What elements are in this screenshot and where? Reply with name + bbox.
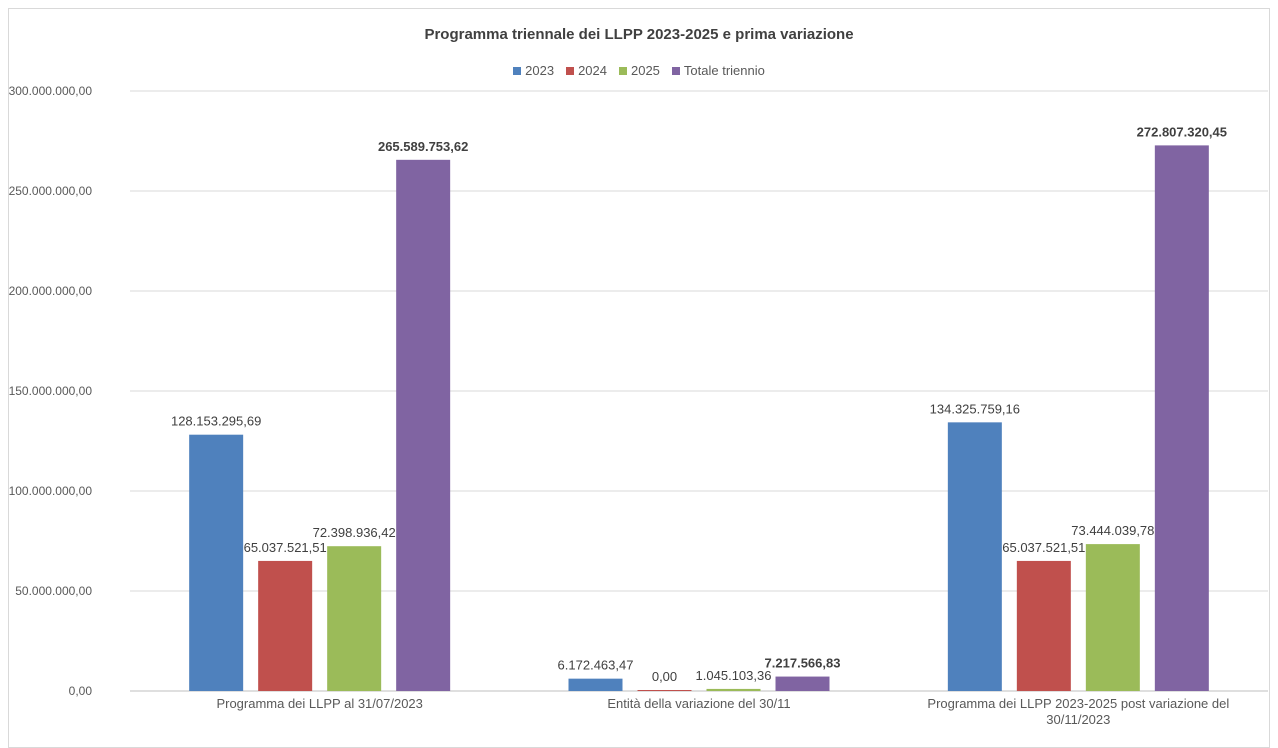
bar-2-3	[1154, 145, 1209, 691]
x-tick-label-2: Programma dei LLPP 2023-2025 post variaz…	[927, 696, 1229, 727]
bar-1-0	[568, 678, 623, 691]
legend-swatch-2	[618, 66, 627, 75]
y-tick-label-3: 150.000.000,00	[9, 384, 93, 398]
bar-2-2	[1085, 544, 1140, 691]
chart-title: Programma triennale dei LLPP 2023-2025 e…	[424, 26, 854, 43]
x-tick-label-1: Entità della variazione del 30/11	[607, 696, 790, 711]
x-tick-label-line: 30/11/2023	[1046, 712, 1110, 727]
data-label-2-0: 134.325.759,16	[930, 401, 1020, 416]
legend-item-0: 2023	[513, 63, 554, 78]
legend-swatch-3	[671, 66, 680, 75]
legend-item-2: 2025	[618, 63, 660, 78]
x-tick-label-line: Entità della variazione del 30/11	[607, 696, 790, 711]
x-tick-label-line: Programma dei LLPP al 31/07/2023	[216, 696, 422, 711]
y-tick-label-5: 250.000.000,00	[9, 184, 93, 198]
legend-item-3: Totale triennio	[671, 63, 765, 78]
bar-1-1	[637, 690, 692, 691]
data-label-0-2: 72.398.936,42	[313, 525, 396, 540]
data-label-0-0: 128.153.295,69	[171, 414, 261, 429]
bar-0-1	[258, 560, 313, 691]
y-tick-label-6: 300.000.000,00	[9, 84, 93, 98]
bar-1-3	[775, 676, 830, 691]
legend-label-2: 2025	[630, 63, 660, 78]
bar-0-2	[327, 546, 382, 691]
bar-chart: 0,00 50.000.000,00 100.000.000,00 150.000.0…	[9, 84, 1268, 727]
data-label-0-1: 65.037.521,51	[244, 540, 327, 555]
y-tick-label-2: 100.000.000,00	[9, 484, 93, 498]
data-label-2-2: 73.444.039,78	[1071, 523, 1154, 538]
data-label-1-1: 0,00	[652, 669, 677, 684]
data-label-1-0: 6.172.463,47	[558, 658, 634, 673]
data-label-0-3: 265.589.753,62	[378, 139, 468, 154]
data-label-1-3: 7.217.566,83	[765, 656, 841, 671]
y-tick-label-0: 0,00	[69, 684, 93, 698]
legend-swatch-1	[566, 66, 575, 75]
legend-label-1: 2024	[578, 63, 607, 78]
data-label-2-1: 65.037.521,51	[1002, 540, 1085, 555]
bar-2-1	[1016, 560, 1071, 691]
y-tick-label-4: 200.000.000,00	[9, 284, 93, 298]
data-label-1-2: 1.045.103,36	[696, 668, 772, 683]
legend-label-3: Totale triennio	[683, 63, 765, 78]
x-tick-label-line: Programma dei LLPP 2023-2025 post variaz…	[927, 696, 1229, 711]
legend-item-1: 2024	[566, 63, 607, 78]
legend-label-0: 2023	[525, 63, 555, 78]
chart-legend: 2023 2024 2025 Totale triennio	[0, 63, 1278, 78]
x-tick-label-0: Programma dei LLPP al 31/07/2023	[216, 696, 422, 711]
bar-2-0	[947, 422, 1002, 691]
legend-swatch-0	[513, 66, 522, 75]
y-tick-label-1: 50.000.000,00	[15, 584, 92, 598]
bar-0-0	[189, 434, 244, 691]
bar-0-3	[396, 159, 451, 691]
data-label-2-3: 272.807.320,45	[1137, 124, 1227, 139]
bar-1-2	[706, 688, 761, 691]
